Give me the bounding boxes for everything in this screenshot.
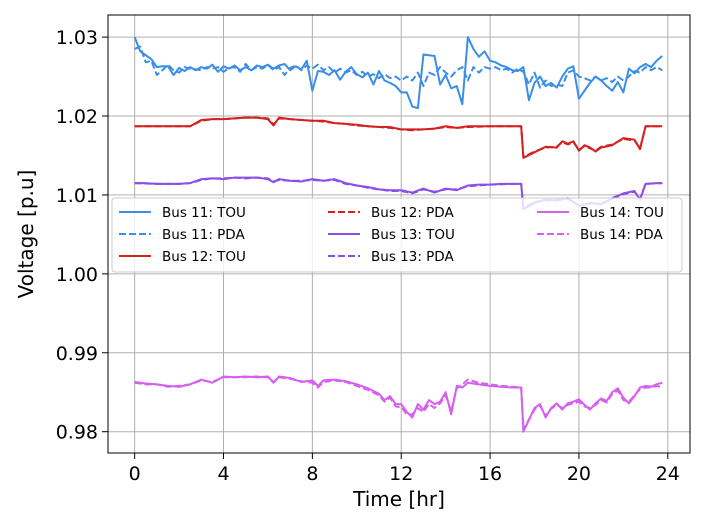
legend-entry: Bus 14: TOU xyxy=(537,205,664,221)
y-tick-label: 1.00 xyxy=(56,264,98,286)
y-axis-label: Voltage [p.u] xyxy=(14,170,38,299)
x-tick-label: 20 xyxy=(567,463,591,485)
legend-label: Bus 12: TOU xyxy=(162,249,246,265)
legend-entry: Bus 11: PDA xyxy=(119,227,245,243)
plot-frame xyxy=(107,14,691,454)
x-tick-label: 0 xyxy=(129,463,141,485)
x-tick-label: 8 xyxy=(306,463,318,485)
series-line-bus-14-pda xyxy=(134,375,663,431)
legend-label: Bus 13: PDA xyxy=(371,249,454,265)
legend-items: Bus 11: TOU Bus 11: PDA Bus 12: TOU Bus 12:… xyxy=(119,205,664,265)
legend-entry: Bus 11: TOU xyxy=(119,205,246,221)
y-tick-label: 1.02 xyxy=(56,106,98,128)
legend-entry: Bus 12: TOU xyxy=(119,249,246,265)
legend-entry: Bus 12: PDA xyxy=(328,205,454,221)
series-layer xyxy=(133,36,663,433)
legend-label: Bus 14: TOU xyxy=(580,205,664,221)
x-tick-label: 16 xyxy=(478,463,502,485)
y-tick-label: 1.01 xyxy=(56,185,98,207)
legend-entry: Bus 14: PDA xyxy=(537,227,663,243)
legend-label: Bus 11: TOU xyxy=(162,205,246,221)
series-line-bus-11-tou xyxy=(133,36,663,110)
y-tick-label: 0.98 xyxy=(56,422,98,444)
legend-label: Bus 11: PDA xyxy=(162,227,245,243)
x-tick-label: 12 xyxy=(389,463,413,485)
legend: Bus 11: TOU Bus 11: PDA Bus 12: TOU Bus 12:… xyxy=(111,197,683,273)
y-axis: 0.98 0.99 1.00 1.01 1.02 1.03 xyxy=(56,27,108,444)
x-axis: 0 4 8 12 16 20 24 xyxy=(129,453,680,485)
legend-label: Bus 13: TOU xyxy=(371,227,455,243)
series-line-bus-12-pda xyxy=(134,116,663,159)
y-tick-label: 0.99 xyxy=(56,343,98,365)
legend-entry: Bus 13: TOU xyxy=(328,227,455,243)
legend-frame xyxy=(111,197,683,273)
series-line-bus-13-pda xyxy=(134,176,663,210)
legend-label: Bus 12: PDA xyxy=(371,205,454,221)
legend-entry: Bus 13: PDA xyxy=(328,249,454,265)
legend-label: Bus 14: PDA xyxy=(580,227,663,243)
x-tick-label: 4 xyxy=(217,463,229,485)
series-line-bus-11-pda xyxy=(134,45,663,89)
y-tick-label: 1.03 xyxy=(56,27,98,49)
x-tick-label: 24 xyxy=(656,463,680,485)
x-axis-label: Time [hr] xyxy=(352,487,445,511)
